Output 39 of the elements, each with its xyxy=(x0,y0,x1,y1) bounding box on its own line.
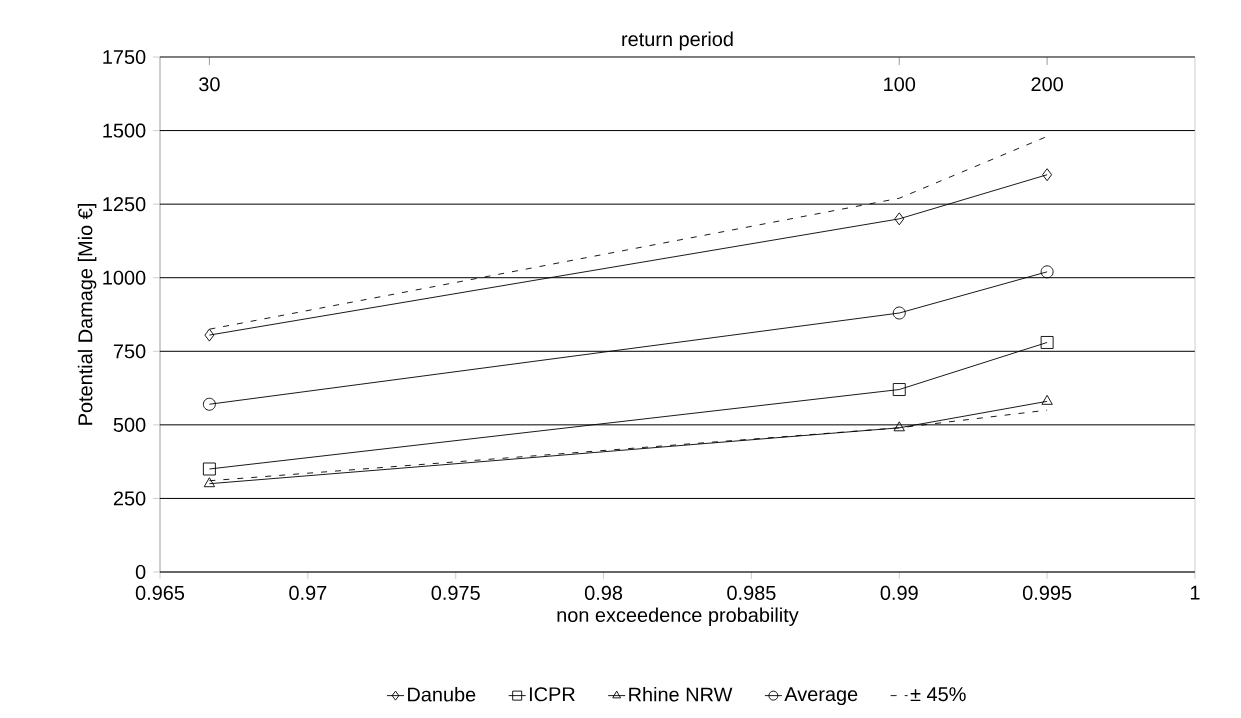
x-axis-title: non exceedence probability xyxy=(557,607,799,627)
y-tick-label: 1000 xyxy=(103,270,146,285)
point xyxy=(892,306,906,320)
legend-label: Average xyxy=(784,687,858,706)
y-tick-label: 1500 xyxy=(103,123,146,138)
point xyxy=(1040,336,1054,349)
legend-label: Rhine NRW xyxy=(629,686,733,702)
y-axis-title: Potential Damage [Mio €] xyxy=(77,204,97,425)
point xyxy=(1040,265,1054,279)
y-tick-label: 1750 xyxy=(103,49,146,65)
x2-axis-title: return period xyxy=(622,31,733,51)
y-tick-label: 750 xyxy=(113,344,146,359)
x-tick-label: 0.995 xyxy=(1022,585,1072,600)
annotation: 30 xyxy=(199,77,220,92)
legend-label: ICPR xyxy=(529,687,575,702)
y-tick-label: 500 xyxy=(113,417,146,432)
point xyxy=(893,421,905,432)
x-tick-label: 0.97 xyxy=(289,585,327,600)
legend-label: Danube xyxy=(408,686,476,702)
annotation: 200 xyxy=(1031,77,1063,92)
point xyxy=(894,212,905,226)
point xyxy=(892,383,906,396)
point xyxy=(1041,394,1053,405)
annotation: 100 xyxy=(884,77,916,92)
x-tick-label: 0.99 xyxy=(880,585,918,600)
y-tick-label: 250 xyxy=(113,491,146,506)
point xyxy=(202,462,216,476)
point xyxy=(1042,168,1053,182)
legend-label: ± 45% xyxy=(910,687,966,702)
x-tick-label: 0.965 xyxy=(135,585,185,600)
x-tick-label: 1 xyxy=(1190,585,1200,600)
y-tick-label: 0 xyxy=(135,564,146,580)
point xyxy=(202,397,216,411)
point xyxy=(203,477,216,488)
y-tick-label: 1250 xyxy=(103,197,146,212)
x-tick-label: 0.975 xyxy=(431,585,480,600)
x-tick-label: 0.985 xyxy=(727,585,776,600)
x-tick-label: 0.98 xyxy=(584,585,623,600)
point xyxy=(204,328,215,342)
